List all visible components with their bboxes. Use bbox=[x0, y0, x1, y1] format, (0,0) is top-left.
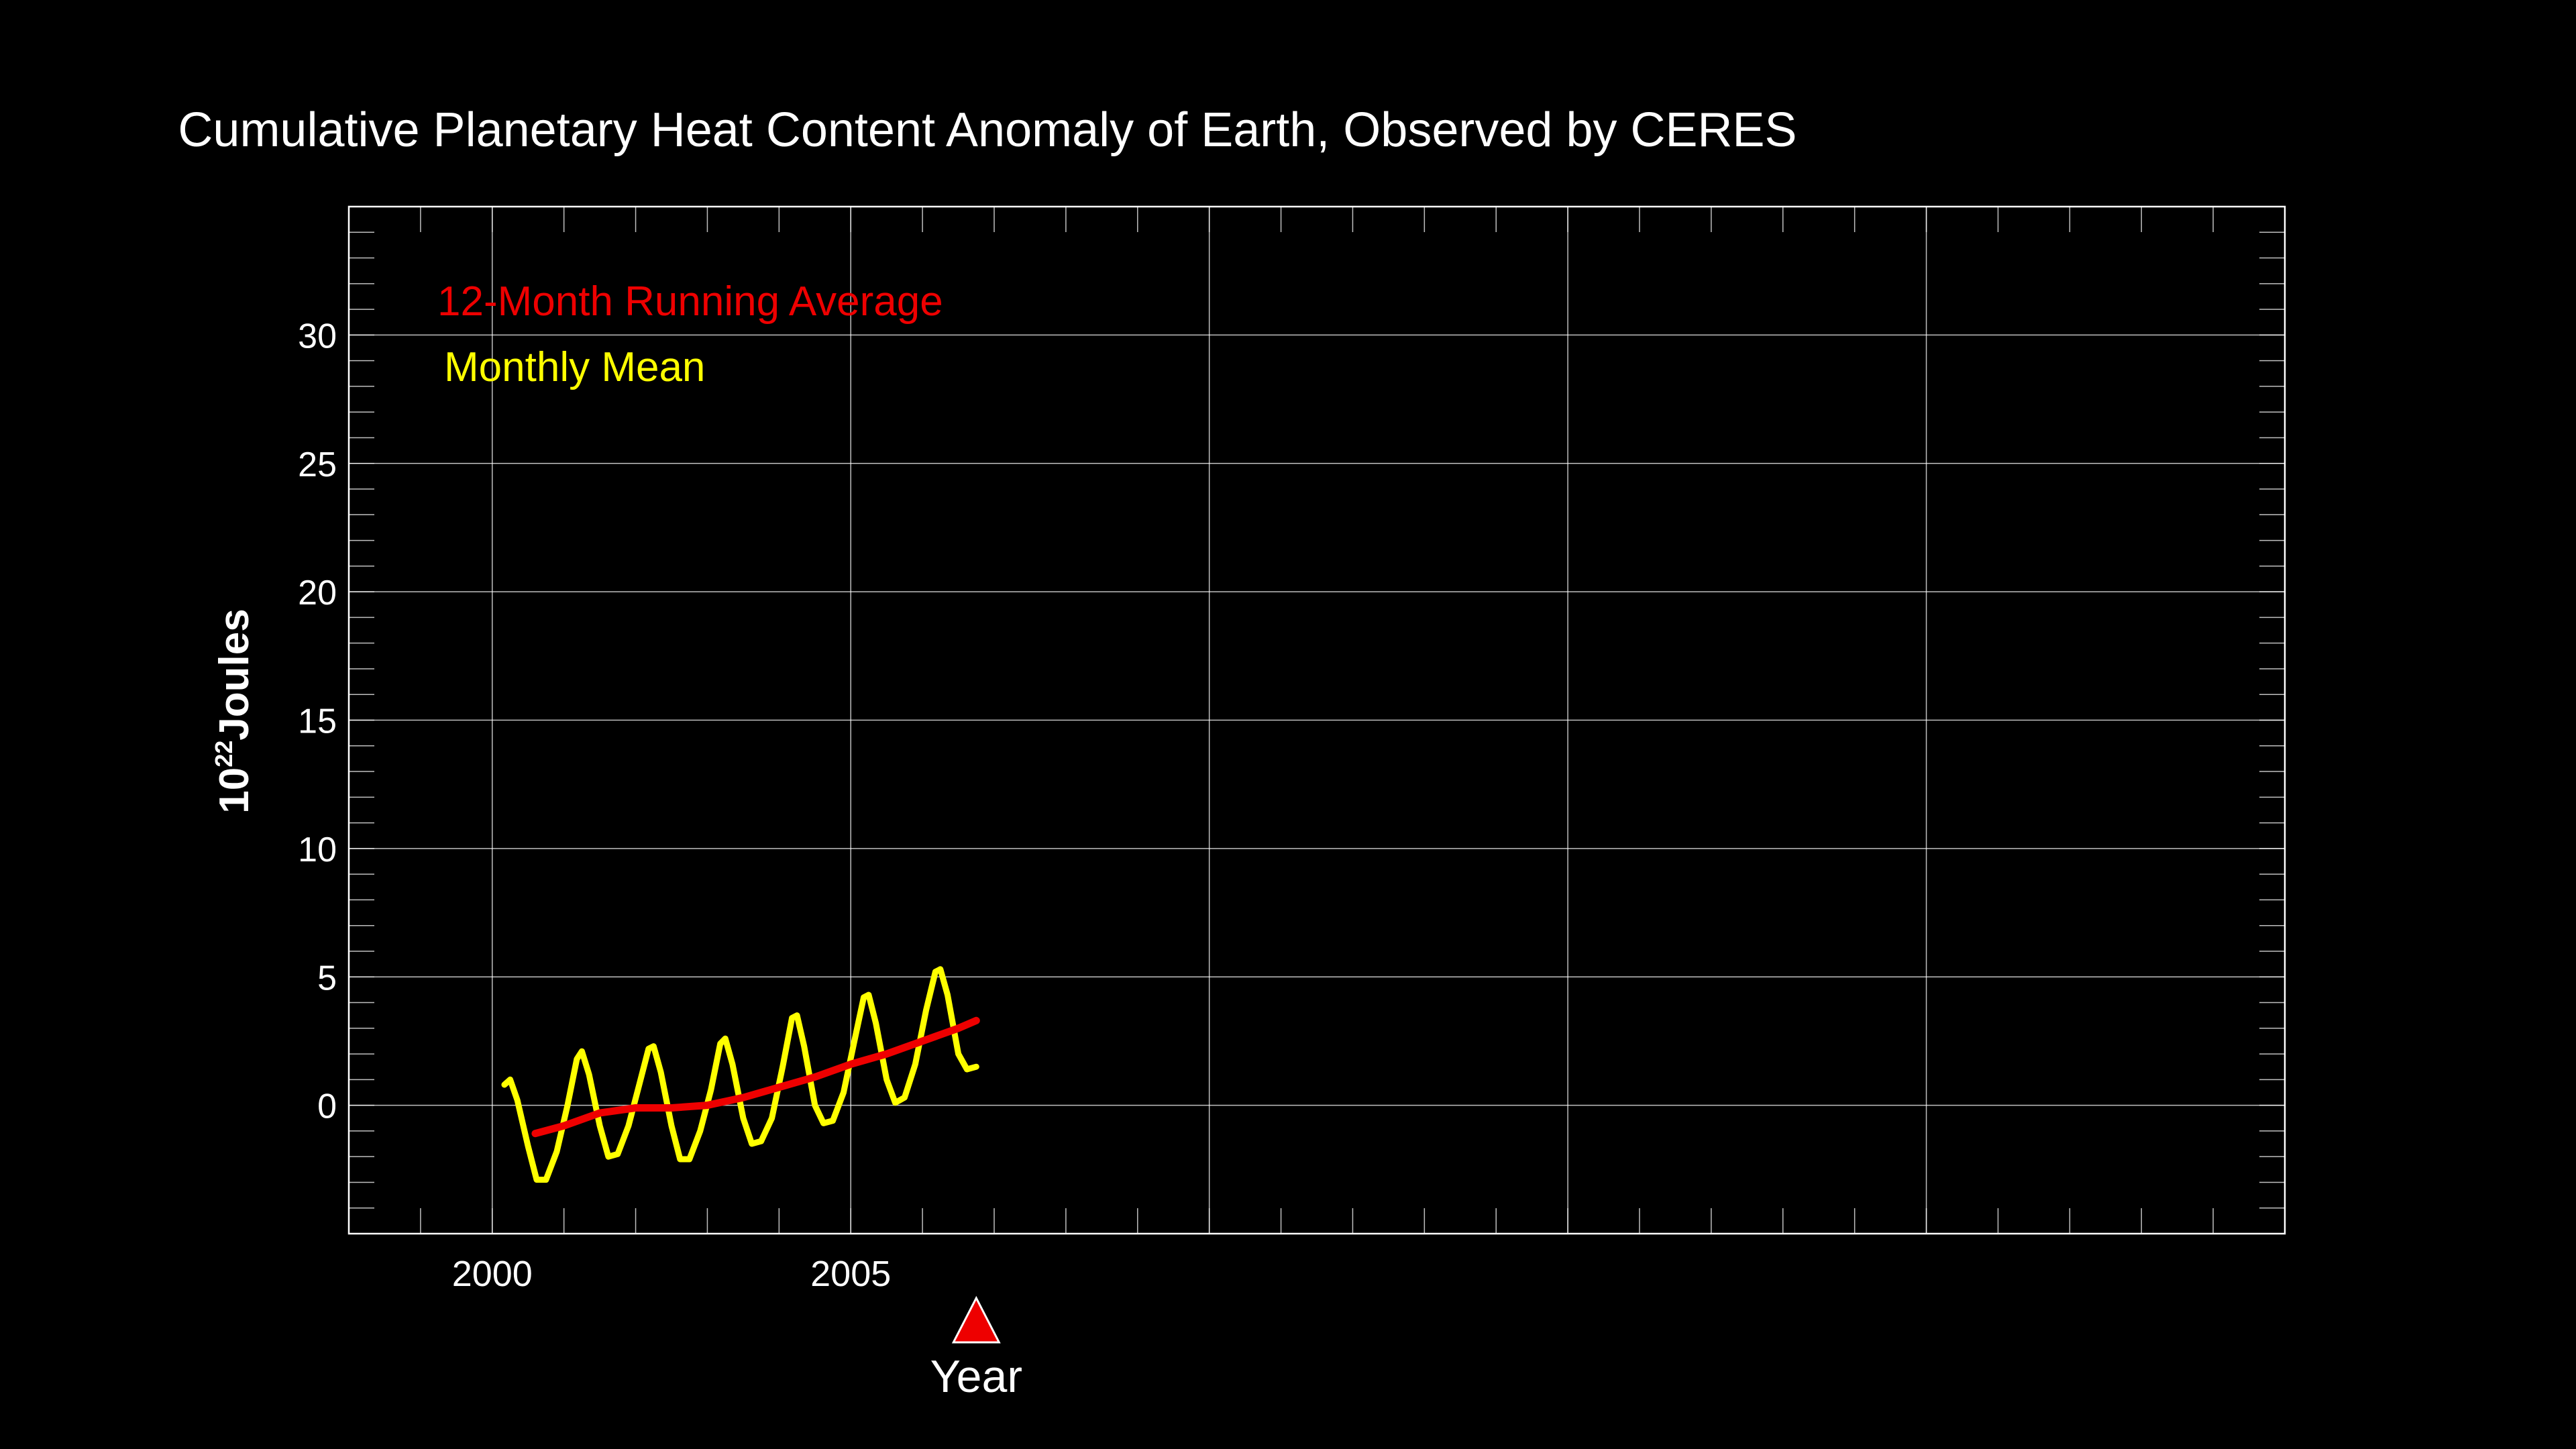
y-axis-title-exponent: 22 bbox=[210, 741, 237, 767]
y-tick-label: 0 bbox=[317, 1087, 337, 1126]
legend-entry-running-average: 12-Month Running Average bbox=[437, 278, 943, 325]
x-tick-labels: 2000 2005 bbox=[452, 1254, 892, 1294]
minor-ticks bbox=[348, 207, 2285, 1234]
plot-frame bbox=[347, 205, 2286, 1235]
svg-text:1022Joules: 1022Joules bbox=[210, 608, 258, 813]
legend: 12-Month Running Average Monthly Mean bbox=[437, 278, 943, 390]
chart-title: Cumulative Planetary Heat Content Anomal… bbox=[178, 103, 1796, 157]
x-axis-title: Year bbox=[930, 1351, 1022, 1402]
x-tick-label: 2000 bbox=[452, 1254, 533, 1294]
y-axis-title: 1022Joules bbox=[210, 608, 258, 813]
legend-entry-monthly-mean: Monthly Mean bbox=[444, 344, 705, 390]
y-tick-label: 20 bbox=[298, 574, 337, 612]
series-running-average bbox=[531, 1016, 980, 1138]
current-year-marker bbox=[951, 1295, 1001, 1344]
y-tick-label: 5 bbox=[317, 959, 337, 998]
y-tick-labels: 0 5 10 15 20 25 30 bbox=[298, 317, 337, 1126]
y-tick-label: 10 bbox=[298, 830, 337, 869]
series-monthly-mean bbox=[501, 966, 979, 1183]
x-tick-label: 2005 bbox=[810, 1254, 891, 1294]
y-tick-label: 15 bbox=[298, 702, 337, 741]
y-tick-label: 25 bbox=[298, 445, 337, 484]
y-axis-title-unit: Joules bbox=[211, 608, 258, 740]
y-axis-title-base: 10 bbox=[211, 767, 258, 814]
y-tick-label: 30 bbox=[298, 317, 337, 356]
series-lines bbox=[501, 966, 980, 1183]
